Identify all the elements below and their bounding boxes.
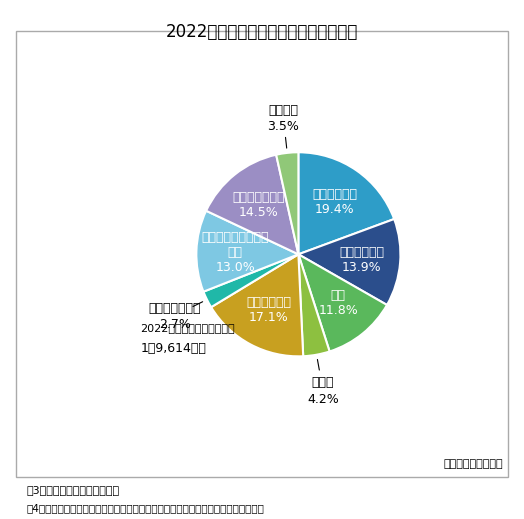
Text: チューインガム: チューインガム [149, 302, 201, 315]
Wedge shape [298, 254, 330, 356]
Text: 輸入菓子: 輸入菓子 [268, 104, 298, 117]
Text: 2022年度市場規模（見込）: 2022年度市場規模（見込） [140, 323, 235, 333]
Text: 豆菓子: 豆菓子 [312, 376, 334, 389]
Wedge shape [298, 254, 387, 351]
Wedge shape [206, 155, 298, 254]
Text: 2022年度の製品カテゴリ別市場構成比: 2022年度の製品カテゴリ別市場構成比 [166, 23, 358, 42]
Wedge shape [298, 219, 400, 305]
Wedge shape [196, 211, 298, 292]
Text: 2.7%: 2.7% [159, 318, 191, 331]
Text: スナック菓子
17.1%: スナック菓子 17.1% [246, 296, 291, 324]
Text: 1兆9,614億円: 1兆9,614億円 [140, 342, 206, 354]
Text: チョコレート
19.4%: チョコレート 19.4% [312, 188, 357, 216]
Text: 4.2%: 4.2% [307, 392, 339, 405]
Text: その他菓子製品
14.5%: その他菓子製品 14.5% [233, 191, 285, 219]
Text: ビスケット類
13.9%: ビスケット類 13.9% [339, 245, 384, 274]
Wedge shape [203, 254, 298, 307]
Text: 3.5%: 3.5% [267, 120, 299, 133]
Wedge shape [298, 152, 394, 254]
Text: 注4．その他菓子製品には、甘納豆、かりんとうなどの油菓子、玩具菓子などを含む: 注4．その他菓子製品には、甘納豆、かりんとうなどの油菓子、玩具菓子などを含む [26, 503, 264, 513]
Text: 米菓
11.8%: 米菓 11.8% [319, 290, 358, 318]
Text: キャンディ・キャラ
メル
13.0%: キャンディ・キャラ メル 13.0% [201, 231, 269, 274]
Wedge shape [276, 152, 298, 254]
Text: 矢野経済研究所調べ: 矢野経済研究所調べ [443, 459, 503, 469]
Text: 注3．メーカー出荷金額ベース: 注3．メーカー出荷金額ベース [26, 485, 119, 495]
Wedge shape [211, 254, 303, 357]
